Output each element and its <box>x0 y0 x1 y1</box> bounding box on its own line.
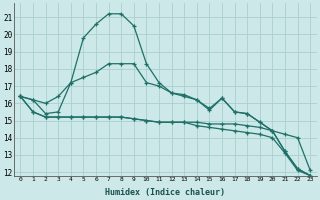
X-axis label: Humidex (Indice chaleur): Humidex (Indice chaleur) <box>105 188 225 197</box>
